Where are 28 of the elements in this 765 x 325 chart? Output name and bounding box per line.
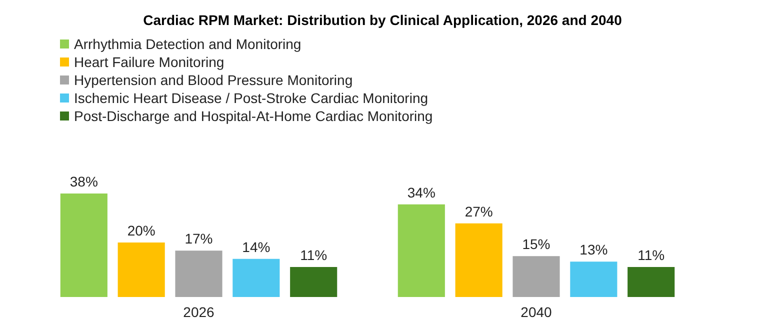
bar — [60, 193, 108, 297]
legend-label: Arrhythmia Detection and Monitoring — [74, 36, 302, 52]
legend-label: Ischemic Heart Disease / Post-Stroke Cardiac Monitoring — [74, 90, 428, 106]
bar — [570, 262, 618, 297]
bar — [232, 258, 280, 297]
bar — [628, 267, 675, 297]
chart-title: Cardiac RPM Market: Distribution by Clinical Application, 2026 and 2040 — [143, 12, 622, 28]
data-label: 38% — [70, 173, 98, 190]
data-label: 15% — [522, 236, 550, 252]
bar — [290, 267, 338, 297]
bar — [398, 204, 445, 297]
data-label: 11% — [300, 247, 328, 264]
data-label: 11% — [638, 247, 665, 264]
x-tick-label: 2040 — [520, 304, 552, 320]
data-label: 14% — [242, 238, 270, 255]
legend-label: Hypertension and Blood Pressure Monitoring — [74, 72, 353, 88]
legend-label: Heart Failure Monitoring — [74, 54, 224, 70]
bar — [455, 223, 502, 297]
data-label: 13% — [580, 242, 608, 258]
data-label: 27% — [464, 203, 493, 220]
data-label: 34% — [407, 184, 436, 200]
bar — [175, 250, 222, 297]
bar — [118, 242, 165, 297]
data-label: 20% — [127, 222, 156, 238]
data-label: 17% — [184, 230, 213, 247]
x-tick-label: 2026 — [183, 304, 215, 320]
bar — [512, 256, 560, 297]
legend-label: Post-Discharge and Hospital-At-Home Cardiac Monitoring — [74, 108, 433, 124]
